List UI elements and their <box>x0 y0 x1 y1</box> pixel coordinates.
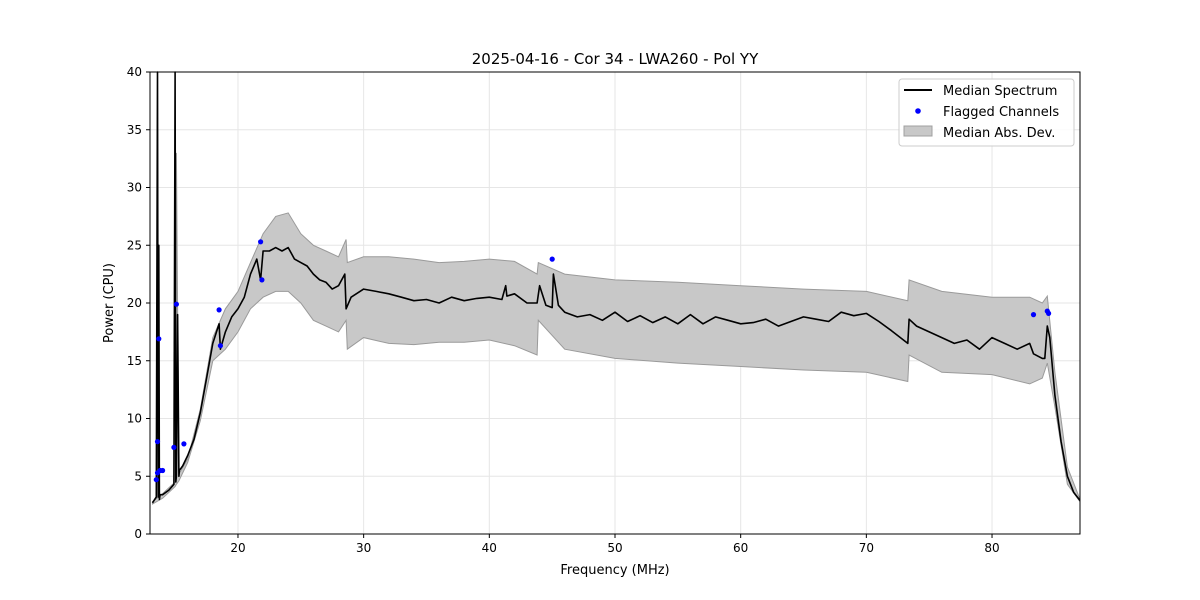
y-tick-label: 40 <box>127 65 142 79</box>
legend-label-flagged: Flagged Channels <box>943 105 1059 120</box>
y-tick-label: 0 <box>134 527 142 541</box>
legend-label-mad: Median Abs. Dev. <box>943 126 1055 141</box>
legend-mad-swatch <box>903 125 933 137</box>
y-tick-label: 35 <box>127 123 142 137</box>
chart-title: 2025-04-16 - Cor 34 - LWA260 - Pol YY <box>472 50 759 68</box>
flagged-channel-point <box>153 477 159 483</box>
flagged-channel-point <box>216 307 222 313</box>
y-tick-label: 5 <box>134 469 142 483</box>
x-tick-label: 40 <box>482 541 497 555</box>
median-spectrum-line <box>151 71 1081 504</box>
x-axis-label: Frequency (MHz) <box>560 563 669 578</box>
x-tick-label: 20 <box>230 541 245 555</box>
y-axis: 0 5 10 15 20 25 30 35 40 <box>127 65 150 541</box>
flagged-points-group <box>153 239 1052 483</box>
x-tick-label: 50 <box>607 541 622 555</box>
flagged-channel-point <box>156 336 162 342</box>
y-axis-label: Power (CPU) <box>102 263 117 343</box>
x-tick-label: 70 <box>859 541 874 555</box>
x-axis: 20 30 40 50 60 70 80 <box>230 534 1000 555</box>
x-tick-label: 60 <box>733 541 748 555</box>
y-tick-label: 30 <box>127 181 142 195</box>
flagged-channel-point <box>181 441 187 447</box>
flagged-channel-point <box>217 343 223 349</box>
flagged-channel-point <box>173 301 179 307</box>
median-line-group <box>151 71 1081 504</box>
y-tick-label: 20 <box>127 296 142 310</box>
flagged-channel-point <box>154 470 161 476</box>
legend-box <box>898 78 1075 147</box>
x-tick-label: 80 <box>984 541 999 555</box>
legend-flagged-swatch <box>915 108 921 114</box>
flagged-channel-point <box>171 444 177 450</box>
flagged-channel-point <box>1046 310 1052 316</box>
flagged-channel-point <box>549 256 555 262</box>
x-tick-label: 30 <box>356 541 371 555</box>
y-tick-label: 15 <box>127 354 142 368</box>
flagged-channel-point <box>258 239 264 245</box>
flagged-channel-point <box>154 439 161 445</box>
flagged-channel-point <box>160 467 166 474</box>
flagged-channel-point <box>1030 312 1037 318</box>
y-tick-label: 10 <box>127 412 142 426</box>
legend-label-median: Median Spectrum <box>943 84 1057 99</box>
y-tick-label: 25 <box>127 238 142 252</box>
legend: Median Spectrum Flagged Channels Median … <box>898 78 1075 147</box>
flagged-channel-point <box>259 277 265 283</box>
